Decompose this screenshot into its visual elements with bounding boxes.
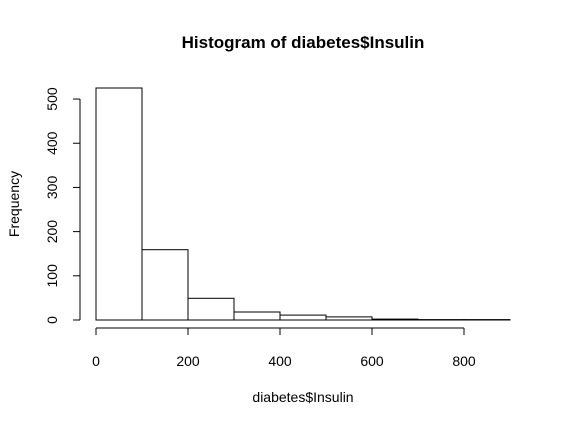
histogram-bar xyxy=(141,249,189,321)
histogram-bar xyxy=(187,297,235,321)
x-tick-label: 200 xyxy=(176,353,200,369)
y-axis-label: Frequency xyxy=(6,171,22,237)
y-tick-label: 0 xyxy=(44,316,60,324)
x-tick-label: 800 xyxy=(452,353,476,369)
histogram-bar xyxy=(325,316,373,321)
histogram-bar xyxy=(371,318,419,321)
histogram-bar xyxy=(95,87,143,321)
chart-title: Histogram of diabetes$Insulin xyxy=(182,33,425,52)
y-axis: 0 100 200 300 400 500 xyxy=(44,87,81,324)
x-tick-label: 400 xyxy=(268,353,292,369)
y-tick-label: 300 xyxy=(44,176,60,200)
x-axis: 0 200 400 600 800 xyxy=(92,327,476,369)
y-tick-label: 400 xyxy=(44,131,60,155)
x-axis-label: diabetes$Insulin xyxy=(252,389,353,405)
y-tick-label: 100 xyxy=(44,264,60,288)
histogram-bars xyxy=(95,87,511,321)
histogram-bar xyxy=(233,311,281,321)
y-tick-label: 500 xyxy=(44,87,60,111)
y-tick-label: 200 xyxy=(44,220,60,244)
histogram-bar xyxy=(279,314,327,321)
x-tick-label: 0 xyxy=(92,353,100,369)
x-tick-label: 600 xyxy=(360,353,384,369)
